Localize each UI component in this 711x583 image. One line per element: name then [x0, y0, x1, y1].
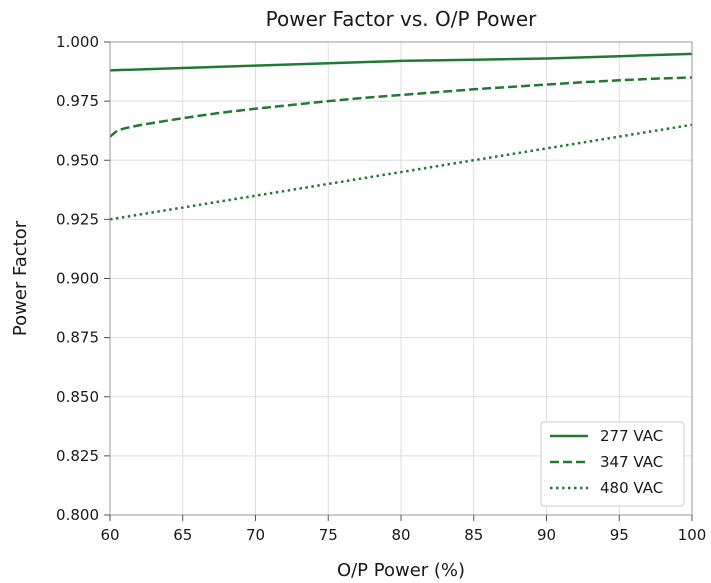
- x-tick-label: 90: [537, 526, 556, 544]
- legend-label-480-vac: 480 VAC: [600, 479, 663, 497]
- y-tick-label: 0.875: [56, 329, 99, 347]
- y-axis-label: Power Factor: [10, 220, 31, 336]
- legend-label-347-vac: 347 VAC: [600, 453, 663, 471]
- series-line-277-vac: [109, 52, 693, 72]
- x-tick-label: 80: [391, 526, 410, 544]
- y-tick-label: 0.900: [56, 270, 99, 288]
- legend-label-277-vac: 277 VAC: [600, 427, 663, 445]
- x-tick-label: 100: [678, 526, 707, 544]
- y-tick-label: 0.825: [56, 447, 99, 465]
- x-axis-label: O/P Power (%): [337, 560, 465, 581]
- x-tick-label: 60: [100, 526, 119, 544]
- x-tick-label: 65: [173, 526, 192, 544]
- x-tick-label: 85: [464, 526, 483, 544]
- y-tick-label: 0.850: [56, 388, 99, 406]
- series-line-480-vac: [109, 123, 693, 221]
- series-line-347-vac: [109, 76, 693, 138]
- chart-title: Power Factor vs. O/P Power: [266, 7, 538, 31]
- x-tick-label: 75: [319, 526, 338, 544]
- y-tick-label: 0.950: [56, 151, 99, 169]
- y-axis-ticks: 0.800 0.825 0.850 0.875 0.900 0.925 0.950 0.975…: [56, 33, 110, 524]
- legend: 277 VAC 347 VAC 480 VAC: [540, 421, 685, 507]
- legend-box: [540, 421, 685, 507]
- x-tick-label: 70: [246, 526, 265, 544]
- x-axis-ticks: 60 65 70 75 80 85 90 95 100: [100, 515, 706, 544]
- y-tick-label: 0.800: [56, 506, 99, 524]
- series-layer: [109, 52, 693, 221]
- x-tick-label: 95: [610, 526, 629, 544]
- y-tick-label: 0.925: [56, 210, 99, 228]
- y-tick-label: 0.975: [56, 92, 99, 110]
- y-tick-label: 1.000: [56, 33, 99, 51]
